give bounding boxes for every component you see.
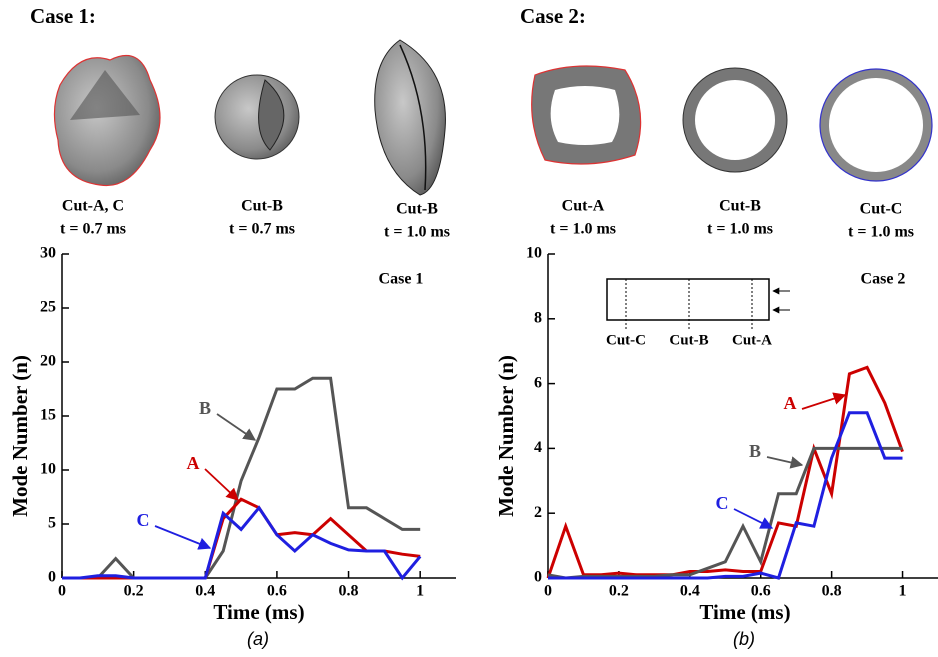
series-arrow	[154, 525, 212, 550]
inset-box	[606, 278, 770, 321]
shape-time: t = 1.0 ms	[848, 224, 914, 241]
x-tick-label: 1	[416, 583, 424, 600]
x-tick-label: 0.2	[609, 583, 629, 600]
series-line	[546, 365, 904, 579]
x-tick-label: 0	[544, 583, 552, 600]
series-label: A	[784, 393, 797, 413]
inset-label: Cut-A	[732, 332, 772, 348]
y-axis-label: Mode Number (n)	[8, 355, 32, 517]
x-tick-label: 0.4	[195, 583, 215, 600]
y-tick-label: 4	[534, 439, 542, 456]
series-label: B	[749, 441, 761, 461]
series-label: C	[716, 493, 729, 513]
y-tick-label: 15	[40, 407, 56, 424]
series-line	[62, 505, 422, 581]
x-tick-label: 0.8	[339, 583, 359, 600]
series-arrow	[801, 392, 847, 410]
series-label: C	[137, 510, 150, 530]
x-tick-label: 0.8	[822, 583, 842, 600]
x-axis-label: Time (ms)	[213, 600, 304, 624]
panel-heading: Case 1:	[30, 4, 96, 28]
shape-cut: Cut-A, C	[62, 198, 124, 215]
series-arrow	[216, 413, 257, 441]
shape-cut: Cut-B	[396, 201, 438, 218]
series-arrow	[766, 456, 804, 469]
y-tick-label: 2	[534, 504, 542, 521]
shape-images	[53, 39, 933, 196]
y-tick-label: 0	[48, 569, 56, 586]
x-tick-label: 0.2	[124, 583, 144, 600]
panel-caption: (a)	[247, 629, 269, 649]
y-tick-label: 30	[40, 245, 56, 262]
y-tick-label: 8	[534, 309, 542, 326]
shape-cut: Cut-C	[860, 201, 903, 218]
y-tick-label: 20	[40, 353, 56, 370]
series-line	[62, 497, 421, 580]
x-axis-label: Time (ms)	[699, 600, 790, 624]
shape-time: t = 1.0 ms	[384, 224, 450, 241]
series-arrow	[204, 468, 239, 501]
x-tick-label: 0	[58, 583, 66, 600]
shape-time: t = 0.7 ms	[60, 221, 126, 238]
shape-time: t = 1.0 ms	[550, 221, 616, 238]
shape-cut: Cut-B	[719, 198, 761, 215]
x-tick-label: 0.6	[267, 583, 287, 600]
y-tick-label: 25	[40, 299, 56, 316]
series-line	[547, 446, 903, 580]
chart-label: Case 1	[379, 271, 424, 288]
panel-heading: Case 2:	[520, 4, 586, 28]
series-label: A	[187, 453, 200, 473]
series-line	[548, 411, 903, 580]
y-tick-label: 6	[534, 374, 542, 391]
x-tick-label: 1	[899, 583, 907, 600]
inset-label: Cut-B	[669, 332, 708, 348]
y-tick-label: 10	[526, 245, 542, 262]
shape-time: t = 0.7 ms	[229, 221, 295, 238]
series-label: B	[199, 398, 211, 418]
x-tick-label: 0.6	[751, 583, 771, 600]
panel-caption: (b)	[733, 629, 755, 649]
chart-label: Case 2	[861, 271, 906, 288]
y-tick-label: 0	[534, 569, 542, 586]
shape-cut: Cut-B	[241, 198, 283, 215]
shape-time: t = 1.0 ms	[707, 221, 773, 238]
shape-cut: Cut-A	[562, 198, 605, 215]
inset-label: Cut-C	[606, 332, 646, 348]
y-axis-label: Mode Number (n)	[494, 355, 518, 517]
series-arrow	[733, 508, 774, 529]
y-tick-label: 10	[40, 461, 56, 478]
series-line	[62, 376, 421, 580]
x-tick-label: 0.4	[680, 583, 700, 600]
y-tick-label: 5	[48, 515, 56, 532]
